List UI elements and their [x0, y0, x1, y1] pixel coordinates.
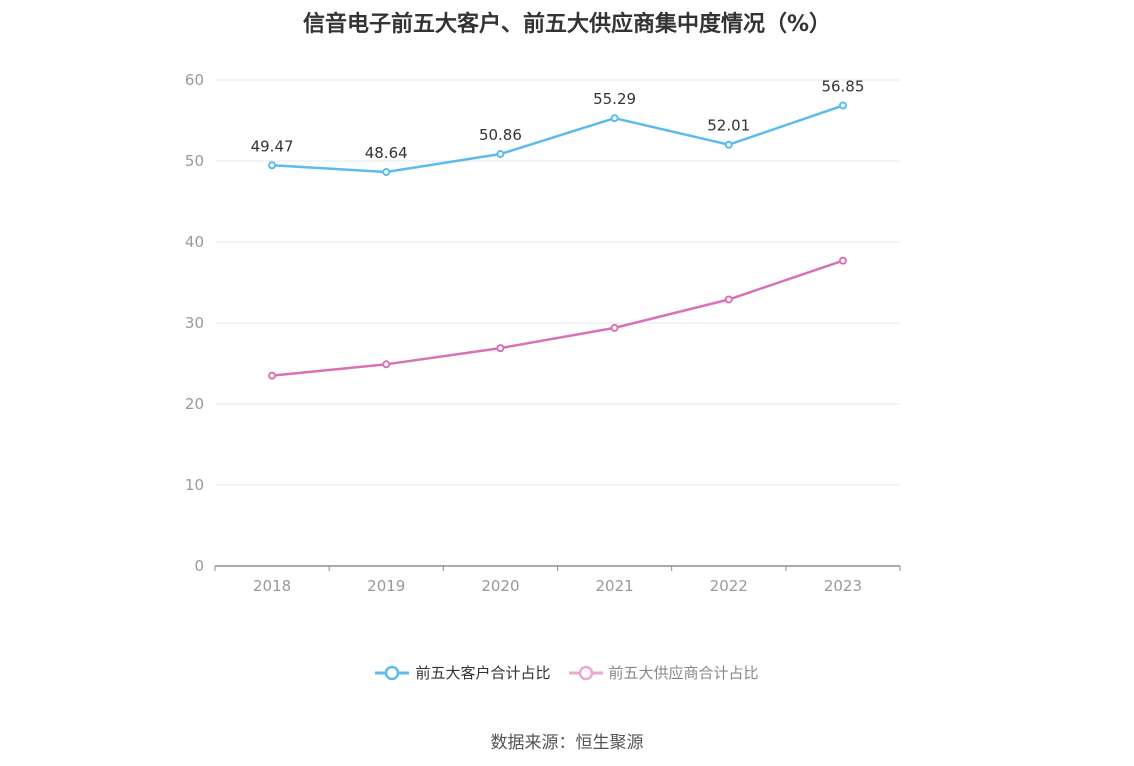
chart-title: 信音电子前五大客户、前五大供应商集中度情况（%） — [302, 12, 832, 37]
x-tick-label-2021: 2021 — [595, 577, 633, 595]
series-line-customer — [272, 104, 844, 174]
point-customer-2021 — [610, 114, 619, 123]
point-supplier-2021 — [610, 323, 619, 332]
legend-marker-supplier-icon — [568, 665, 603, 680]
series-line-supplier — [271, 259, 844, 377]
point-customer-2023 — [838, 101, 847, 110]
point-supplier-2020 — [496, 344, 505, 353]
legend-marker-customer-icon — [375, 665, 410, 680]
y-tick-label-40: 40 — [185, 233, 204, 251]
point-supplier-2018 — [268, 371, 277, 380]
data-label-customer-2018: 49.47 — [251, 137, 294, 155]
point-supplier-2022 — [724, 295, 733, 304]
point-customer-2020 — [496, 150, 505, 159]
x-tick-label-2023: 2023 — [824, 577, 862, 595]
y-tick-label-0: 0 — [194, 557, 204, 575]
line-chart: 0 10 20 30 40 50 60 2018 2019 2020 2021 2022 2023 49.… — [185, 71, 901, 595]
x-tick-label-2019: 2019 — [367, 577, 405, 595]
point-supplier-2023 — [838, 256, 847, 265]
data-label-customer-2019: 48.64 — [365, 144, 408, 162]
data-label-customer-2020: 50.86 — [479, 126, 522, 144]
data-label-customer-2023: 56.85 — [821, 78, 864, 96]
y-tick-label-60: 60 — [185, 71, 204, 89]
y-tick-label-50: 50 — [185, 152, 204, 170]
legend: 前五大客户合计占比 前五大供应商合计占比 — [0, 662, 1134, 683]
data-label-customer-2022: 52.01 — [707, 117, 750, 135]
x-tick-label-2018: 2018 — [253, 577, 291, 595]
point-customer-2019 — [382, 168, 391, 177]
point-customer-2018 — [268, 161, 277, 170]
point-customer-2022 — [724, 140, 733, 149]
x-tick-label-2022: 2022 — [710, 577, 748, 595]
legend-item-customer[interactable]: 前五大客户合计占比 — [375, 662, 551, 683]
data-source: 数据来源：恒生聚源 — [490, 733, 644, 753]
legend-item-supplier[interactable]: 前五大供应商合计占比 — [568, 662, 759, 683]
y-tick-label-10: 10 — [185, 476, 204, 494]
data-label-customer-2021: 55.29 — [593, 90, 636, 108]
legend-label-customer: 前五大客户合计占比 — [415, 664, 551, 682]
y-tick-label-20: 20 — [185, 395, 204, 413]
x-tick-label-2020: 2020 — [481, 577, 519, 595]
legend-label-supplier: 前五大供应商合计占比 — [608, 664, 759, 682]
point-supplier-2019 — [382, 360, 391, 369]
y-tick-label-30: 30 — [185, 314, 204, 332]
